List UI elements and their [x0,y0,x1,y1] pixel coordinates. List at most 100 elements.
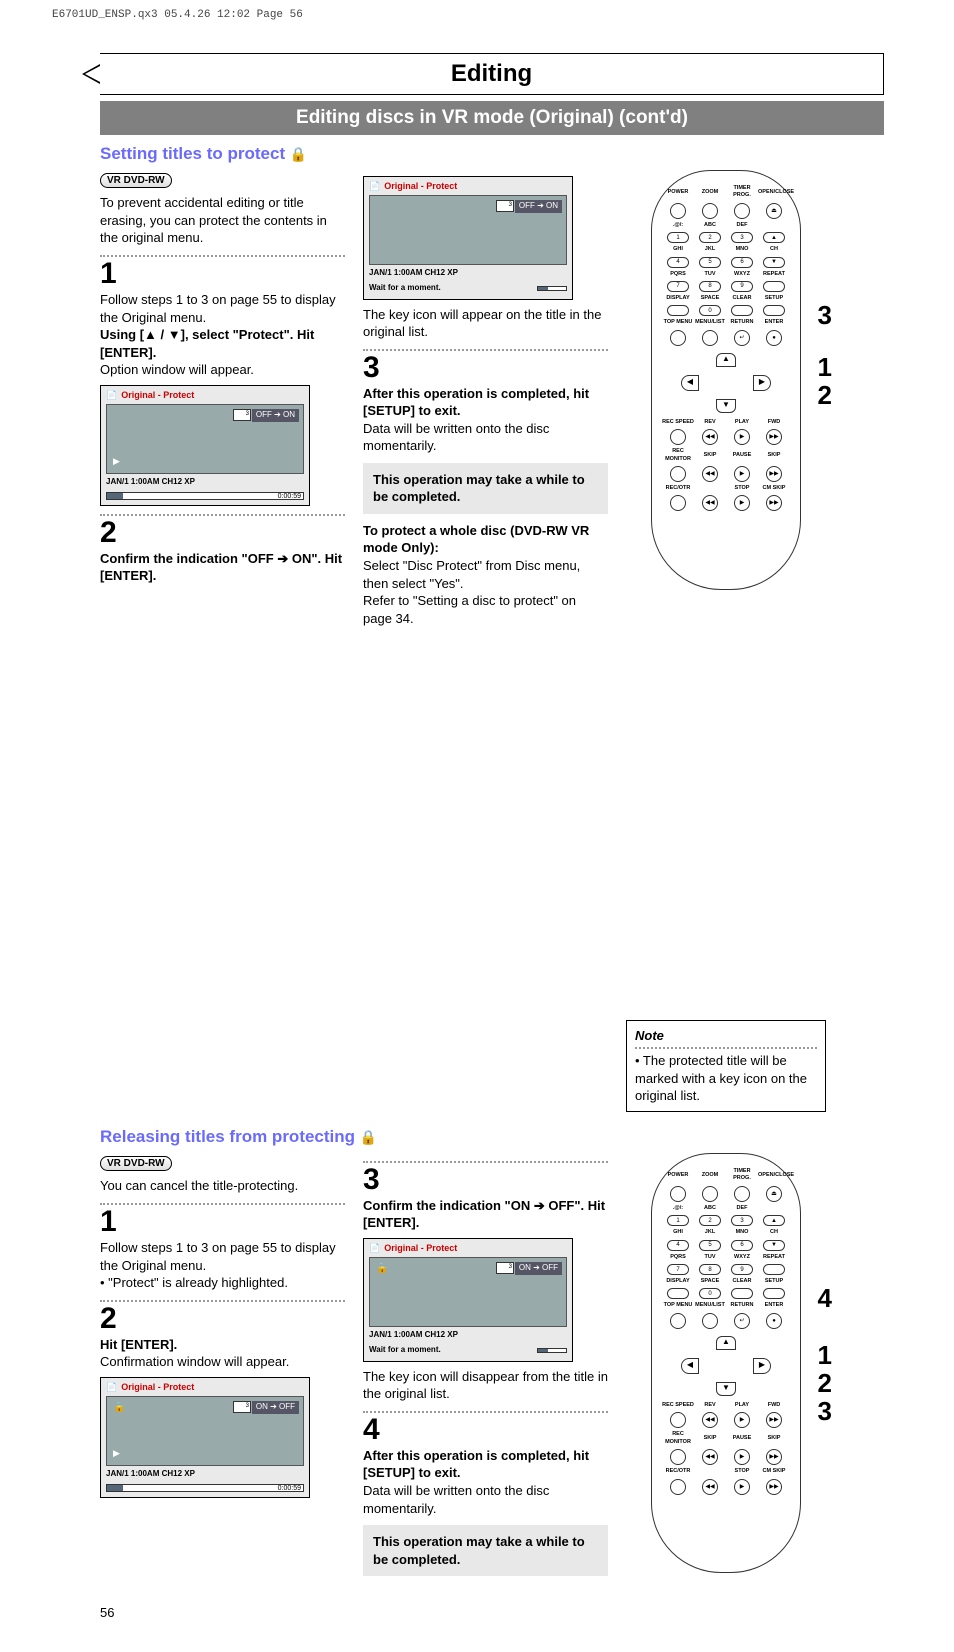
note-box: Note • The protected title will be marke… [626,1020,826,1112]
s2-step4-p1: After this operation is completed, hit [… [363,1447,608,1482]
section1-columns: VR DVD-RW To prevent accidental editing … [100,170,884,1112]
step2-number: 2 [100,518,345,548]
s2-osd1-progress: 0:00:59 [106,1484,304,1492]
s2-callout: This operation may take a while to be co… [363,1525,608,1576]
play-icon: ▶ [113,455,120,467]
s2-osd1-status: ON ➔ OFF [252,1401,299,1414]
step1-text1: Follow steps 1 to 3 on page 55 to displa… [100,291,345,326]
s2-osd1-thumb: 3 [233,1401,251,1413]
page: Editing Editing discs in VR mode (Origin… [0,23,954,1652]
s2-remote-callout-3: 3 [818,1394,832,1429]
s2-osd2: 📄 Original - Protect 🔒 3 ON ➔ OFF JAN/1 … [363,1238,573,1362]
separator [635,1047,817,1049]
s2-osd2-footer: JAN/1 1:00AM CH12 XP [369,1330,567,1341]
s2-step4-p2: Data will be written onto the disc momen… [363,1482,608,1517]
step3-text1: After this operation is completed, hit [… [363,385,608,420]
s2-step2-num: 2 [100,1304,345,1334]
remote-callout-3: 3 [818,298,832,333]
s2-osd2-wait: Wait for a moment. [369,1345,567,1356]
dvd-rw-badge: VR DVD-RW [100,1156,172,1172]
separator [100,255,345,257]
osd2-thumb: 3 [496,200,514,212]
osd1-thumb: 3 [233,409,251,421]
osd2-body: 3 OFF ➔ ON [369,195,567,265]
separator [100,1300,345,1302]
osd1-status: OFF ➔ ON [252,409,299,422]
remote-callout-2: 2 [818,378,832,413]
s2-osd2-status: ON ➔ OFF [515,1262,562,1275]
section2-columns: VR DVD-RW You can cancel the title-prote… [100,1153,884,1584]
step1-text2: Using [▲ / ▼], select "Protect". Hit [EN… [100,326,345,361]
s2-remote-callout-4: 4 [818,1281,832,1316]
section1-col-left: VR DVD-RW To prevent accidental editing … [100,170,345,1112]
s2-step1-num: 1 [100,1207,345,1237]
s2-step3-num: 3 [363,1165,608,1195]
s2-osd2-header: 📄 Original - Protect [364,1239,572,1257]
separator [100,1203,345,1205]
title-bar: Editing [100,53,884,95]
osd2-status: OFF ➔ ON [515,200,562,213]
osd1-progress: 0:00:59 [106,492,304,500]
whole-disc-heading: To protect a whole disc (DVD-RW VR mode … [363,522,608,557]
osd1-footer: JAN/1 1:00AM CH12 XP [106,477,304,488]
lock-icon: 🔒 [290,146,307,162]
s2-step1-p1: Follow steps 1 to 3 on page 55 to displa… [100,1239,345,1274]
osd2-wait: Wait for a moment. [369,283,567,294]
page-number: 56 [100,1604,884,1622]
whole-disc-p2: Refer to "Setting a disc to protect" on … [363,592,608,627]
lock-icon: 🔒 [113,1401,125,1415]
separator [100,514,345,516]
note-body: • The protected title will be marked wit… [635,1052,817,1105]
s2-step4-num: 4 [363,1415,608,1445]
subtitle-bar: Editing discs in VR mode (Original) (con… [100,101,884,135]
lock-icon: 🔒 [376,1262,388,1276]
note-title: Note [635,1027,817,1045]
osd-screen-1: 📄 Original - Protect 3 OFF ➔ ON ▶ JAN/1 … [100,385,310,506]
lock-icon: 🔒 [360,1129,377,1145]
dvd-rw-badge: VR DVD-RW [100,173,172,189]
s2-osd1-body: 🔒 3 ON ➔ OFF ▶ [106,1396,304,1466]
remote-control-1: POWERZOOMTIMER PROG.OPEN/CLOSE⏏.@/:ABCDE… [651,170,801,590]
step1-number: 1 [100,259,345,289]
after-osd2-text: The key icon will appear on the title in… [363,306,608,341]
osd2-footer: JAN/1 1:00AM CH12 XP [369,268,567,279]
step3-text2: Data will be written onto the disc momen… [363,420,608,455]
print-header: E6701UD_ENSP.qx3 05.4.26 12:02 Page 56 [0,0,954,23]
s2-osd1-footer: JAN/1 1:00AM CH12 XP [106,1469,304,1480]
osd2-header: 📄 Original - Protect [364,177,572,195]
s2-step3-p1: Confirm the indication "ON ➔ OFF". Hit [… [363,1197,608,1232]
section2-col-left: VR DVD-RW You can cancel the title-prote… [100,1153,345,1584]
section1-intro: To prevent accidental editing or title e… [100,194,345,247]
separator [363,1161,608,1163]
step3-number: 3 [363,353,608,383]
s2-osd2-body: 🔒 3 ON ➔ OFF [369,1257,567,1327]
section2-col-mid: 3 Confirm the indication "ON ➔ OFF". Hit… [363,1153,608,1584]
s2-osd1-header: 📄 Original - Protect [101,1378,309,1396]
separator [363,349,608,351]
s2-after-osd2: The key icon will disappear from the tit… [363,1368,608,1403]
osd1-header: 📄 Original - Protect [101,386,309,404]
remote-control-2: POWERZOOMTIMER PROG.OPEN/CLOSE⏏.@/:ABCDE… [651,1153,801,1573]
section2-heading: Releasing titles from protecting 🔒 [100,1126,884,1149]
section1-heading: Setting titles to protect 🔒 [100,143,884,166]
s2-osd1: 📄 Original - Protect 🔒 3 ON ➔ OFF ▶ JAN/… [100,1377,310,1498]
step2-text1: Confirm the indication "OFF ➔ ON". Hit [… [100,550,345,585]
s2-osd2-thumb: 3 [496,1262,514,1274]
section1-heading-text: Setting titles to protect [100,144,285,163]
section1-col-right: POWERZOOMTIMER PROG.OPEN/CLOSE⏏.@/:ABCDE… [626,170,826,1112]
s2-step2-p1: Hit [ENTER]. [100,1336,345,1354]
section2-col-right: POWERZOOMTIMER PROG.OPEN/CLOSE⏏.@/:ABCDE… [626,1153,826,1584]
s2-step1-p2: • "Protect" is already highlighted. [100,1274,345,1292]
osd1-body: 3 OFF ➔ ON ▶ [106,404,304,474]
s2-step2-p2: Confirmation window will appear. [100,1353,345,1371]
separator [363,1411,608,1413]
section1-col-mid: 📄 Original - Protect 3 OFF ➔ ON JAN/1 1:… [363,170,608,1112]
section2-intro: You can cancel the title-protecting. [100,1177,345,1195]
page-title: Editing [100,58,883,90]
callout-box: This operation may take a while to be co… [363,463,608,514]
whole-disc-p1: Select "Disc Protect" from Disc menu, th… [363,557,608,592]
osd-screen-2: 📄 Original - Protect 3 OFF ➔ ON JAN/1 1:… [363,176,573,300]
section2-heading-text: Releasing titles from protecting [100,1127,355,1146]
step1-text3: Option window will appear. [100,361,345,379]
play-icon: ▶ [113,1447,120,1459]
